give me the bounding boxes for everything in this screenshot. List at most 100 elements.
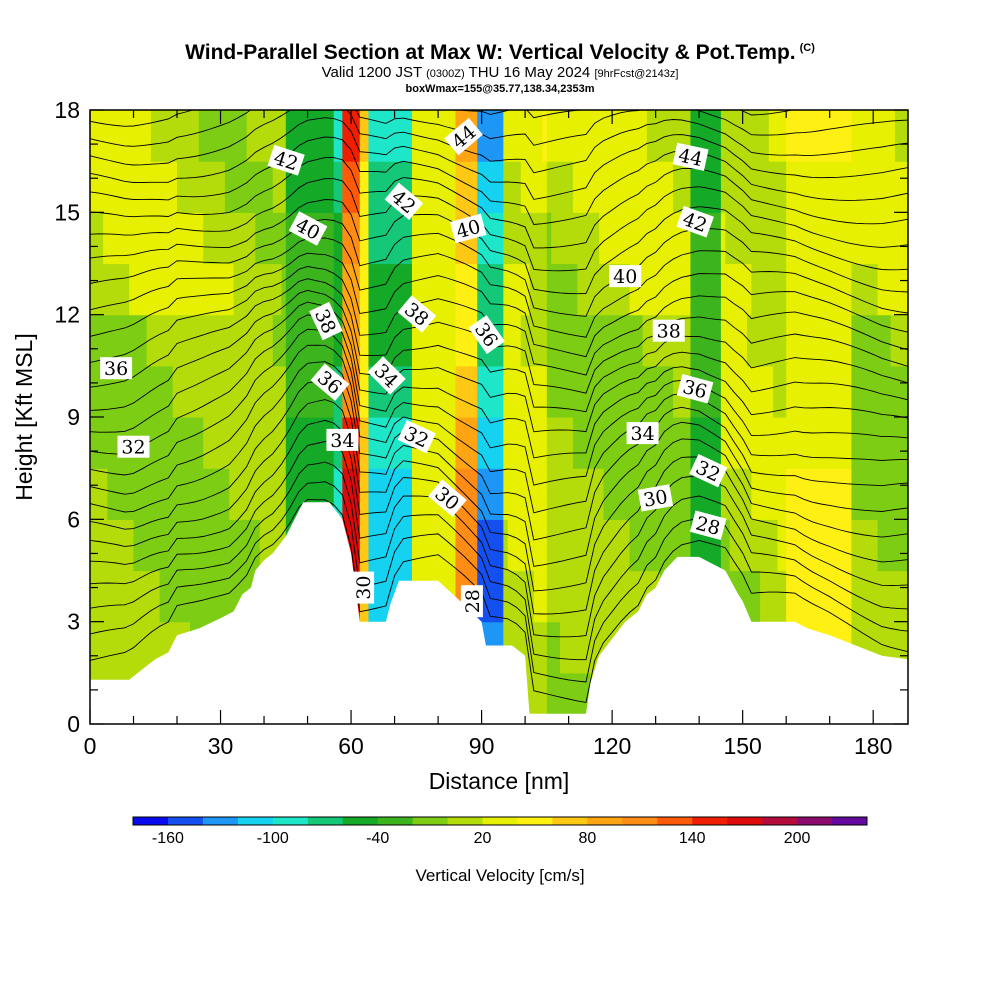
velocity-cell	[738, 570, 744, 623]
velocity-cell	[216, 263, 222, 316]
velocity-cell	[451, 263, 457, 316]
velocity-cell	[98, 519, 104, 572]
velocity-cell	[760, 570, 766, 623]
velocity-cell	[768, 212, 774, 265]
velocity-cell	[529, 621, 535, 674]
velocity-cell	[599, 468, 605, 520]
velocity-cell	[690, 468, 696, 520]
velocity-cell	[520, 110, 526, 162]
velocity-cell	[646, 365, 652, 418]
velocity-cell	[459, 417, 465, 469]
velocity-cell	[890, 161, 896, 213]
velocity-cell	[564, 365, 570, 418]
velocity-cell	[542, 314, 548, 367]
velocity-cell	[464, 468, 470, 520]
velocity-cell	[838, 365, 844, 418]
velocity-cell	[538, 519, 544, 572]
velocity-cell	[142, 314, 148, 367]
velocity-cell	[903, 212, 908, 265]
velocity-cell	[720, 468, 726, 520]
velocity-cell	[581, 365, 587, 418]
velocity-cell	[864, 314, 870, 367]
velocity-cell	[307, 263, 313, 316]
velocity-cell	[738, 110, 744, 162]
velocity-cell	[281, 263, 287, 316]
velocity-cell	[559, 212, 565, 265]
velocity-cell	[268, 110, 274, 162]
velocity-cell	[198, 161, 204, 213]
velocity-cell	[464, 314, 470, 367]
velocity-cell	[877, 417, 883, 469]
velocity-cell	[703, 468, 709, 520]
velocity-cell	[594, 263, 600, 316]
theta-contour-line	[90, 361, 908, 541]
velocity-cell	[220, 417, 226, 469]
velocity-cell	[768, 314, 774, 367]
velocity-cell	[581, 110, 587, 162]
velocity-cell	[825, 468, 831, 520]
velocity-cell	[781, 570, 787, 623]
velocity-cell	[873, 110, 879, 162]
velocity-cell	[612, 519, 618, 572]
contour-label-bg	[444, 117, 483, 156]
contour-label: 34	[326, 428, 359, 452]
velocity-cell	[747, 417, 752, 469]
velocity-cell	[190, 314, 196, 367]
velocity-cell	[834, 468, 839, 520]
velocity-cell	[886, 212, 892, 265]
terrain-mask	[90, 502, 908, 724]
velocity-cell	[285, 161, 291, 213]
velocity-cell	[377, 570, 383, 623]
velocity-cell	[120, 263, 126, 316]
velocity-cell	[442, 212, 448, 265]
velocity-cell	[233, 468, 239, 520]
velocity-cell	[372, 110, 378, 162]
velocity-cell	[320, 468, 326, 520]
velocity-cell	[338, 161, 343, 213]
velocity-cell	[229, 263, 235, 316]
velocity-cell	[372, 519, 378, 572]
velocity-cell	[572, 417, 578, 469]
velocity-cell	[490, 110, 496, 162]
velocity-cell	[203, 365, 209, 418]
velocity-cell	[259, 417, 265, 469]
velocity-cell	[712, 468, 718, 520]
velocity-cell	[124, 212, 130, 265]
velocity-cell	[773, 417, 779, 469]
velocity-cell	[842, 417, 848, 469]
velocity-cell	[847, 161, 853, 213]
velocity-cell	[94, 519, 100, 572]
velocity-cell	[163, 621, 169, 674]
velocity-cell	[329, 468, 335, 520]
velocity-cell	[520, 161, 526, 213]
velocity-cell	[873, 570, 879, 623]
velocity-cell	[198, 570, 204, 623]
velocity-cell	[216, 110, 222, 162]
velocity-cell	[816, 519, 822, 572]
velocity-cell	[572, 365, 578, 418]
velocity-cell	[455, 570, 461, 623]
velocity-cell	[255, 212, 261, 265]
velocity-cell	[129, 263, 135, 316]
velocity-cell	[403, 110, 409, 162]
velocity-cell	[646, 314, 652, 367]
velocity-cell	[864, 161, 870, 213]
velocity-cell	[107, 314, 113, 367]
velocity-cell	[860, 570, 866, 623]
velocity-cell	[542, 672, 548, 724]
velocity-cell	[686, 519, 692, 572]
velocity-cell	[755, 570, 761, 623]
velocity-cell	[155, 365, 161, 418]
velocity-cell	[894, 621, 900, 674]
velocity-cell	[364, 314, 370, 367]
velocity-cell	[899, 263, 905, 316]
velocity-cell	[577, 417, 583, 469]
velocity-cell	[368, 314, 374, 367]
velocity-cell	[451, 161, 457, 213]
velocity-cell	[546, 519, 552, 572]
velocity-cell	[220, 161, 226, 213]
velocity-cell	[120, 519, 126, 572]
velocity-cell	[712, 519, 718, 572]
y-tick-label: 9	[67, 404, 80, 430]
velocity-cell	[638, 161, 644, 213]
